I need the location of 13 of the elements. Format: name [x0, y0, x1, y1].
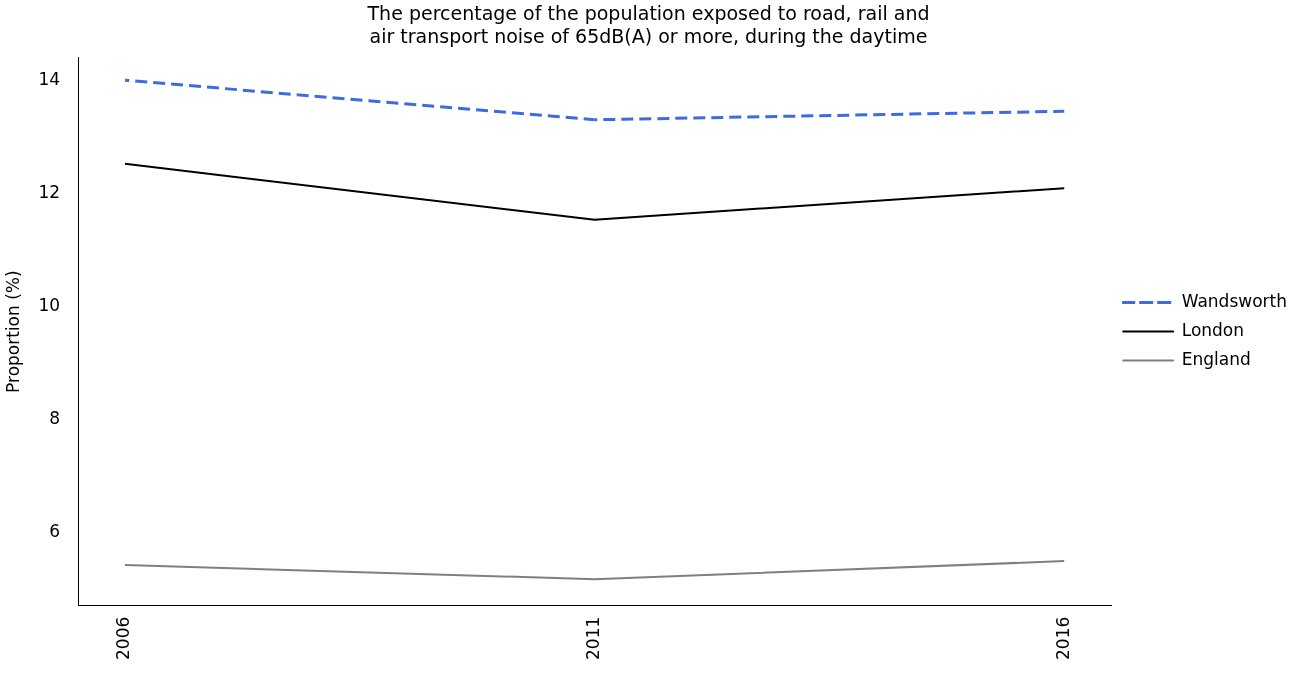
y-tick-label: 14: [38, 68, 61, 89]
y-tick-label: 8: [49, 407, 61, 428]
x-tick-label: 2011: [583, 616, 604, 660]
y-tick-label: 10: [38, 294, 61, 315]
legend-label: London: [1181, 319, 1245, 340]
legend-label: Wandsworth: [1181, 290, 1287, 311]
x-tick-label: 2006: [113, 616, 134, 660]
chart-title: The percentage of the population exposed to road, rail and air transport noise of 65dB(A) or more, during the daytime: [366, 2, 930, 48]
legend-label: England: [1181, 348, 1251, 369]
x-tick-label: 2016: [1052, 616, 1073, 660]
y-tick-label: 6: [49, 520, 61, 541]
y-axis-title: Proportion (%): [2, 270, 23, 393]
y-tick-label: 12: [38, 181, 61, 202]
